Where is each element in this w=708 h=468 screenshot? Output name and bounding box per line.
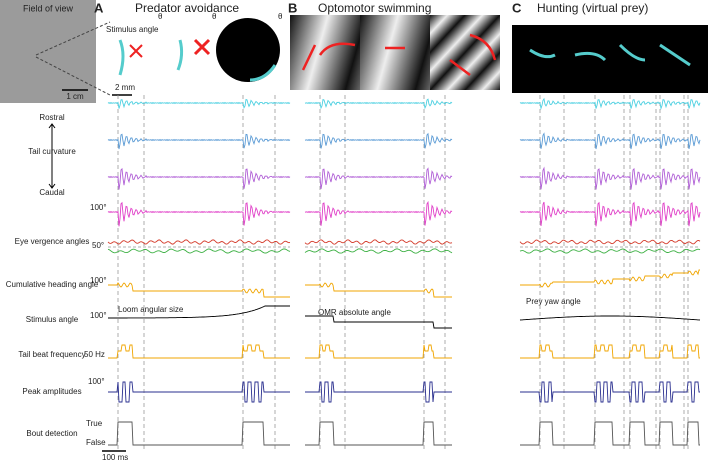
- eye-trace: [107, 248, 291, 254]
- traces: [107, 95, 701, 450]
- tail-trace: [519, 201, 701, 227]
- tail-trace: [304, 98, 453, 110]
- bout-trace: [305, 421, 452, 446]
- peak-trace: [305, 381, 452, 403]
- scale-label: 100°: [90, 276, 107, 285]
- scale-label: 100°: [90, 203, 107, 212]
- theta: θ: [212, 12, 217, 21]
- heading-trace: [305, 282, 452, 298]
- bout-trace: [520, 421, 700, 446]
- tail-trace: [107, 167, 291, 190]
- fov-scale: 1 cm: [66, 92, 84, 101]
- peak-trace: [108, 381, 290, 403]
- heading-trace: [520, 269, 700, 288]
- tail-trace: [519, 97, 701, 111]
- zoom-lines: [35, 21, 111, 96]
- panel-title: Hunting (virtual prey): [537, 1, 648, 15]
- scale-label: 100 ms: [102, 453, 128, 462]
- grating: [430, 15, 500, 90]
- fov-image: [0, 0, 96, 103]
- tail-trace: [107, 98, 291, 110]
- scale-label: 50°: [92, 241, 104, 250]
- frequency-trace: [108, 344, 290, 359]
- frequency-trace: [520, 344, 700, 359]
- tail-trace: [107, 133, 291, 150]
- stimulus-trace: [519, 315, 701, 321]
- row-label: Rostral: [39, 113, 65, 122]
- tail-trace: [107, 201, 291, 227]
- bout-trace: [108, 421, 290, 446]
- row-label: Tail beat frequency: [18, 350, 85, 359]
- panel-letter: C: [512, 0, 522, 15]
- tail-trace: [304, 167, 453, 190]
- panel-title: Optomotor swimming: [318, 1, 431, 15]
- scale-label: 100°: [90, 311, 107, 320]
- row-label: Stimulus angle: [26, 315, 79, 324]
- tail-trace: [304, 200, 453, 226]
- eye-trace: [304, 248, 453, 254]
- scale-label: 2 mm: [115, 83, 135, 92]
- eye-trace: [107, 239, 291, 245]
- loom: [216, 18, 280, 82]
- theta: θ: [278, 12, 283, 21]
- fish: [118, 39, 125, 76]
- eye-trace: [519, 239, 701, 245]
- tail-trace: [519, 132, 701, 150]
- cross: [193, 38, 211, 56]
- panel-letter: A: [94, 0, 104, 15]
- fish: [176, 39, 184, 71]
- annotation: OMR absolute angle: [318, 308, 391, 317]
- prey-image: [512, 25, 708, 93]
- annotation: Prey yaw angle: [526, 297, 581, 306]
- arrows: [301, 33, 497, 76]
- eye-trace: [304, 239, 453, 245]
- fish: [249, 64, 277, 82]
- stimulus-trace: [108, 305, 290, 319]
- row-label: Bout detection: [26, 429, 77, 438]
- scale-label: 100°: [88, 377, 105, 386]
- fish: [529, 43, 691, 67]
- annotation: Loom angular size: [118, 305, 184, 314]
- peak-trace: [520, 381, 700, 403]
- stimulus-angle-label: Stimulus angle: [106, 25, 159, 34]
- theta: θ: [158, 12, 163, 21]
- frequency-trace: [305, 344, 452, 359]
- arrow: [48, 123, 56, 189]
- panel-letter: B: [288, 0, 297, 15]
- eye-trace: [519, 248, 701, 254]
- scale-label: 50 Hz: [84, 350, 105, 359]
- scale-label: False: [86, 438, 106, 447]
- stimulus-trace: [305, 315, 452, 329]
- panel-title: Predator avoidance: [135, 1, 239, 15]
- tail-trace: [519, 166, 701, 190]
- grating: [360, 15, 430, 90]
- row-label: Caudal: [39, 188, 65, 197]
- scale-label: True: [86, 419, 103, 428]
- row-label: Peak amplitudes: [22, 387, 81, 396]
- fov-title: Field of view: [23, 3, 74, 13]
- cross: [129, 44, 143, 58]
- heading-trace: [108, 282, 290, 298]
- row-label: Cumulative heading angle: [6, 280, 99, 289]
- tail-trace: [304, 132, 453, 149]
- row-label: Eye vergence angles: [15, 237, 90, 246]
- grating: [290, 15, 360, 90]
